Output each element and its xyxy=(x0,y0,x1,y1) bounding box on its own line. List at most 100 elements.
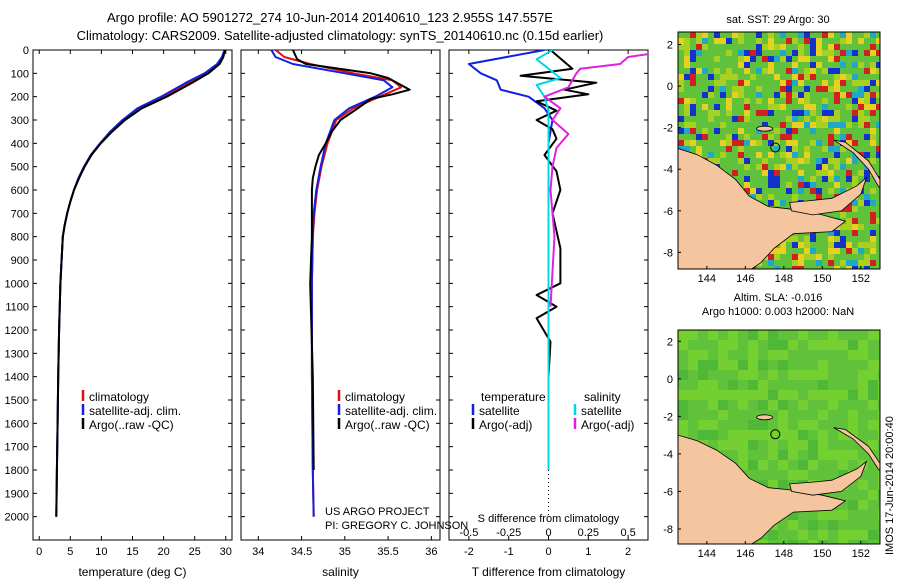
ocean-cell xyxy=(808,450,818,460)
ocean-cell xyxy=(780,50,786,56)
ocean-cell xyxy=(762,122,768,128)
ocean-cell xyxy=(786,92,792,98)
ocean-cell xyxy=(840,50,846,56)
ocean-cell xyxy=(828,242,834,248)
ocean-cell xyxy=(768,200,774,206)
ocean-cell xyxy=(702,92,708,98)
ocean-cell xyxy=(788,430,798,440)
ocean-cell xyxy=(738,140,744,146)
ocean-cell xyxy=(822,146,828,152)
ocean-cell xyxy=(768,176,774,182)
depth-tick-label: 1300 xyxy=(5,348,29,360)
ocean-cell xyxy=(828,450,838,460)
sst-map-title: sat. SST: 29 Argo: 30 xyxy=(726,14,830,26)
ocean-cell xyxy=(828,390,838,400)
ocean-cell xyxy=(870,128,876,134)
ocean-cell xyxy=(780,80,786,86)
ocean-cell xyxy=(864,68,870,74)
ocean-cell xyxy=(690,122,696,128)
map-lat-label: -4 xyxy=(663,449,673,461)
ocean-cell xyxy=(816,50,822,56)
ocean-cell xyxy=(684,50,690,56)
ocean-cell xyxy=(858,122,864,128)
ocean-cell xyxy=(852,116,858,122)
ocean-cell xyxy=(810,62,816,68)
ocean-cell xyxy=(744,176,750,182)
ocean-cell xyxy=(788,440,798,450)
ocean-cell xyxy=(738,116,744,122)
ocean-cell xyxy=(718,340,728,350)
ocean-cell xyxy=(846,248,852,254)
x-tick-label: 1 xyxy=(585,546,591,558)
ocean-cell xyxy=(768,340,778,350)
ocean-cell xyxy=(798,50,804,56)
map-lat-label: -2 xyxy=(663,123,673,135)
ocean-cell xyxy=(808,460,818,470)
ocean-cell xyxy=(778,450,788,460)
ocean-cell xyxy=(678,330,688,340)
ocean-cell xyxy=(834,248,840,254)
map-lon-label: 150 xyxy=(813,273,831,285)
ocean-cell xyxy=(792,152,798,158)
s-tick-label: 0.5 xyxy=(620,527,635,539)
ocean-cell xyxy=(878,390,880,400)
ocean-cell xyxy=(786,68,792,74)
ocean-cell xyxy=(750,140,756,146)
ocean-cell xyxy=(768,38,774,44)
ocean-cell xyxy=(688,390,698,400)
ocean-cell xyxy=(696,146,702,152)
ocean-cell xyxy=(780,242,786,248)
ocean-cell xyxy=(878,410,880,420)
ocean-cell xyxy=(768,110,774,116)
ocean-cell xyxy=(738,38,744,44)
ocean-cell xyxy=(714,68,720,74)
ocean-cell xyxy=(774,74,780,80)
ocean-cell xyxy=(822,116,828,122)
legend-label: Argo(..raw -QC) xyxy=(345,418,430,432)
ocean-cell xyxy=(804,98,810,104)
ocean-cell xyxy=(840,122,846,128)
plot-frame xyxy=(240,49,441,541)
ocean-cell xyxy=(778,480,788,490)
ocean-cell xyxy=(878,330,880,340)
ocean-cell xyxy=(808,520,818,530)
ocean-cell xyxy=(756,68,762,74)
land-manus xyxy=(756,125,773,132)
ocean-cell xyxy=(818,390,828,400)
ocean-cell xyxy=(838,510,848,520)
ocean-cell xyxy=(822,122,828,128)
ocean-cell xyxy=(846,134,852,140)
ocean-cell xyxy=(810,104,816,110)
ocean-cell xyxy=(816,164,822,170)
ocean-cell xyxy=(774,92,780,98)
ocean-cell xyxy=(798,254,804,260)
ocean-cell xyxy=(858,116,864,122)
ocean-cell xyxy=(852,206,858,212)
ocean-cell xyxy=(870,68,876,74)
ocean-cell xyxy=(834,152,840,158)
ocean-cell xyxy=(696,68,702,74)
ocean-cell xyxy=(774,254,780,260)
ocean-cell xyxy=(846,266,852,269)
series-line-s-satellite xyxy=(535,50,562,470)
ocean-cell xyxy=(870,230,876,236)
ocean-cell xyxy=(708,360,718,370)
legend-label: salinity xyxy=(584,390,621,404)
ocean-cell xyxy=(810,74,816,80)
ocean-cell xyxy=(818,430,828,440)
ocean-cell xyxy=(708,430,718,440)
map-lat-label: 2 xyxy=(667,39,673,51)
ocean-cell xyxy=(828,170,834,176)
ocean-cell xyxy=(798,56,804,62)
ocean-cell xyxy=(834,56,840,62)
x-tick-label: 25 xyxy=(189,546,201,558)
ocean-cell xyxy=(870,188,876,194)
ocean-cell xyxy=(804,32,810,38)
ocean-cell xyxy=(810,50,816,56)
ocean-cell xyxy=(808,440,818,450)
float-position-marker xyxy=(770,142,781,153)
ocean-cell xyxy=(720,86,726,92)
ocean-cell xyxy=(828,400,838,410)
ocean-cell xyxy=(798,158,804,164)
ocean-cell xyxy=(774,170,780,176)
